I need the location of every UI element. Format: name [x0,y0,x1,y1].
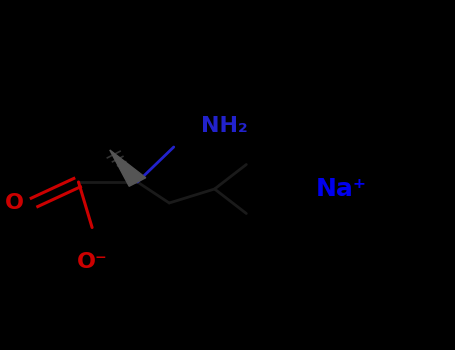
Text: O⁻: O⁻ [77,252,107,272]
Text: NH₂: NH₂ [201,116,248,136]
Text: Na⁺: Na⁺ [316,177,367,201]
Text: O: O [5,193,24,213]
Polygon shape [110,150,146,186]
